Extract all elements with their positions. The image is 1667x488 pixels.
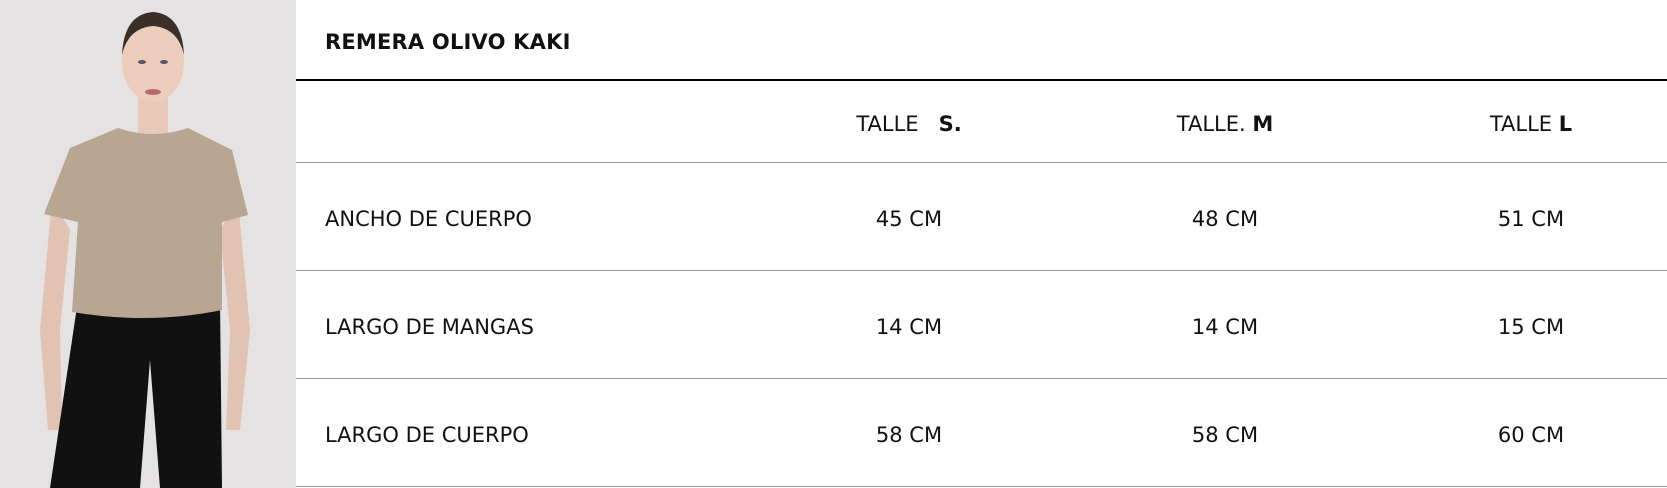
row-divider [296, 270, 1667, 271]
row-label: LARGO DE MANGAS [325, 315, 534, 339]
title-divider [296, 79, 1667, 81]
header-size: S. [938, 112, 962, 136]
row-divider [296, 486, 1667, 487]
row-divider [296, 378, 1667, 379]
header-size: M [1252, 112, 1274, 136]
header-prefix: TALLE [856, 112, 919, 136]
product-photo [0, 0, 296, 488]
row-label: LARGO DE CUERPO [325, 423, 529, 447]
table-cell: 58 CM [875, 423, 943, 447]
table-cell: 58 CM [1191, 423, 1259, 447]
header-prefix: TALLE. [1176, 112, 1246, 136]
table-cell: 48 CM [1191, 207, 1259, 231]
table-cell: 60 CM [1497, 423, 1565, 447]
header-size-l: TALLE L [1490, 112, 1572, 136]
header-size-m: TALLE. M [1177, 112, 1274, 136]
product-title: REMERA OLIVO KAKI [325, 30, 571, 54]
table-cell: 45 CM [875, 207, 943, 231]
table-cell: 51 CM [1497, 207, 1565, 231]
table-cell: 15 CM [1497, 315, 1565, 339]
table-cell: 14 CM [1191, 315, 1259, 339]
header-size-s: TALLE S. [856, 112, 961, 136]
header-size: L [1558, 112, 1573, 136]
table-cell: 14 CM [875, 315, 943, 339]
header-prefix: TALLE [1489, 112, 1553, 136]
row-label: ANCHO DE CUERPO [325, 207, 532, 231]
row-divider [296, 162, 1667, 163]
